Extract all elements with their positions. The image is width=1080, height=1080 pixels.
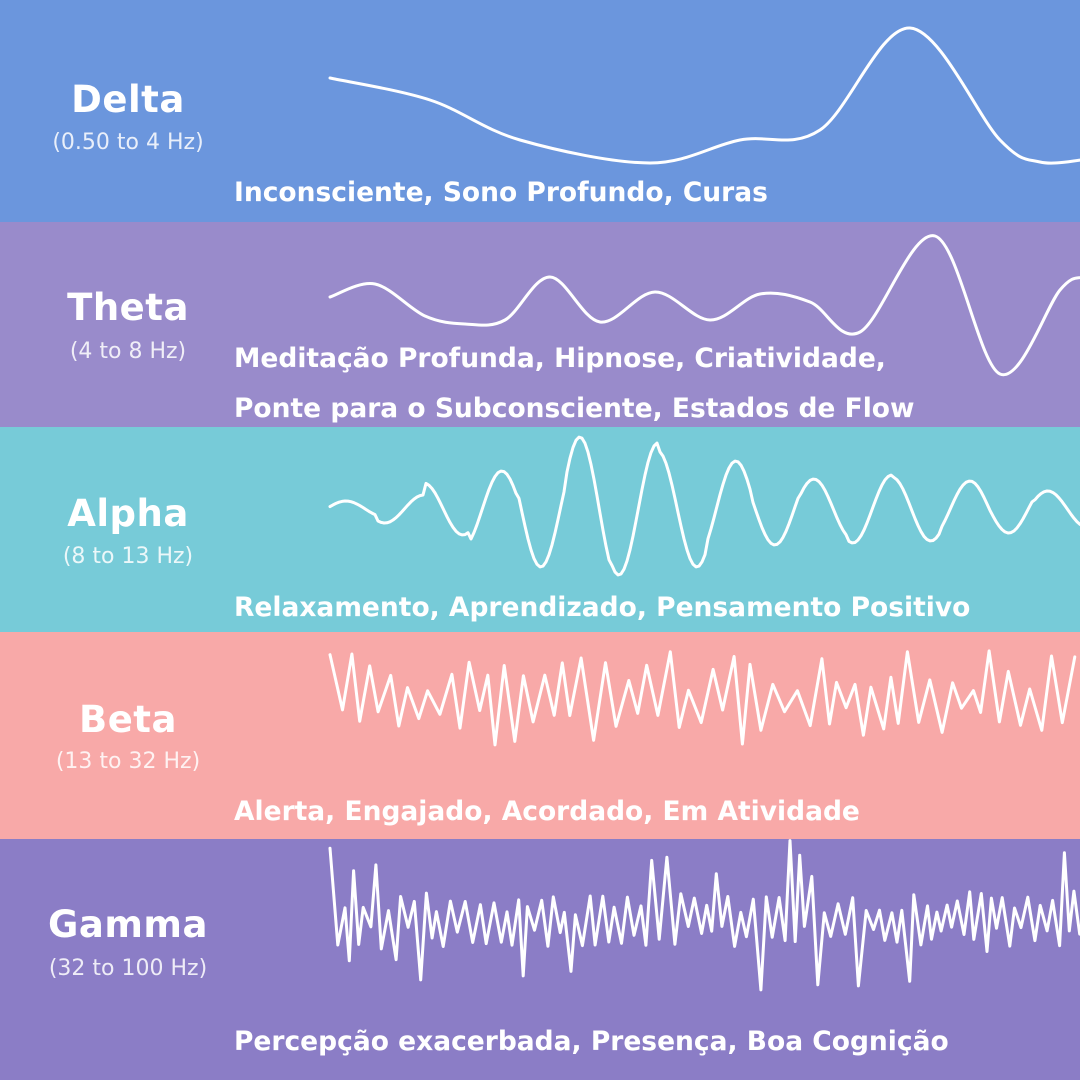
description-line: Relaxamento, Aprendizado, Pensamento Pos… [234,592,971,623]
wave-delta [328,26,1080,165]
band-range-beta: (13 to 32 Hz) [55,749,201,774]
wave-alpha [328,435,1080,577]
band-beta: Beta (13 to 32 Hz) Alerta, Engajado, Aco… [0,632,1080,839]
band-range-gamma: (32 to 100 Hz) [48,956,208,981]
band-range-alpha: (8 to 13 Hz) [62,544,194,569]
band-description-gamma: Percepção exacerbada, Presença, Boa Cogn… [234,1017,1060,1067]
wave-beta [328,649,1077,747]
description-line: Meditação Profunda, Hipnose, Criatividad… [234,343,886,374]
band-range-theta: (4 to 8 Hz) [69,339,187,364]
band-name-theta: Theta [67,286,189,329]
description-line: Percepção exacerbada, Presença, Boa Cogn… [234,1026,949,1057]
band-gamma: Gamma (32 to 100 Hz) Percepção exacerbad… [0,839,1080,1080]
band-name-delta: Delta [71,78,185,121]
band-description-theta: Meditação Profunda, Hipnose, Criatividad… [234,334,1060,427]
wave-gamma [328,839,1080,992]
description-line: Inconsciente, Sono Profundo, Curas [234,177,768,208]
band-description-beta: Alerta, Engajado, Acordado, Em Atividade [234,787,1060,837]
description-line: Ponte para o Subconsciente, Estados de F… [234,393,915,424]
band-name-gamma: Gamma [48,903,208,946]
band-alpha: Alpha (8 to 13 Hz) Relaxamento, Aprendiz… [0,427,1080,632]
wave-theta [328,234,1080,377]
band-description-delta: Inconsciente, Sono Profundo, Curas [234,168,1060,218]
band-theta: Theta (4 to 8 Hz) Meditação Profunda, Hi… [0,222,1080,427]
band-description-alpha: Relaxamento, Aprendizado, Pensamento Pos… [234,583,1060,632]
band-delta: Delta (0.50 to 4 Hz) Inconsciente, Sono … [0,0,1080,222]
band-range-delta: (0.50 to 4 Hz) [52,130,204,155]
band-name-alpha: Alpha [67,492,189,535]
description-line: Alerta, Engajado, Acordado, Em Atividade [234,796,860,827]
band-name-beta: Beta [79,698,177,741]
